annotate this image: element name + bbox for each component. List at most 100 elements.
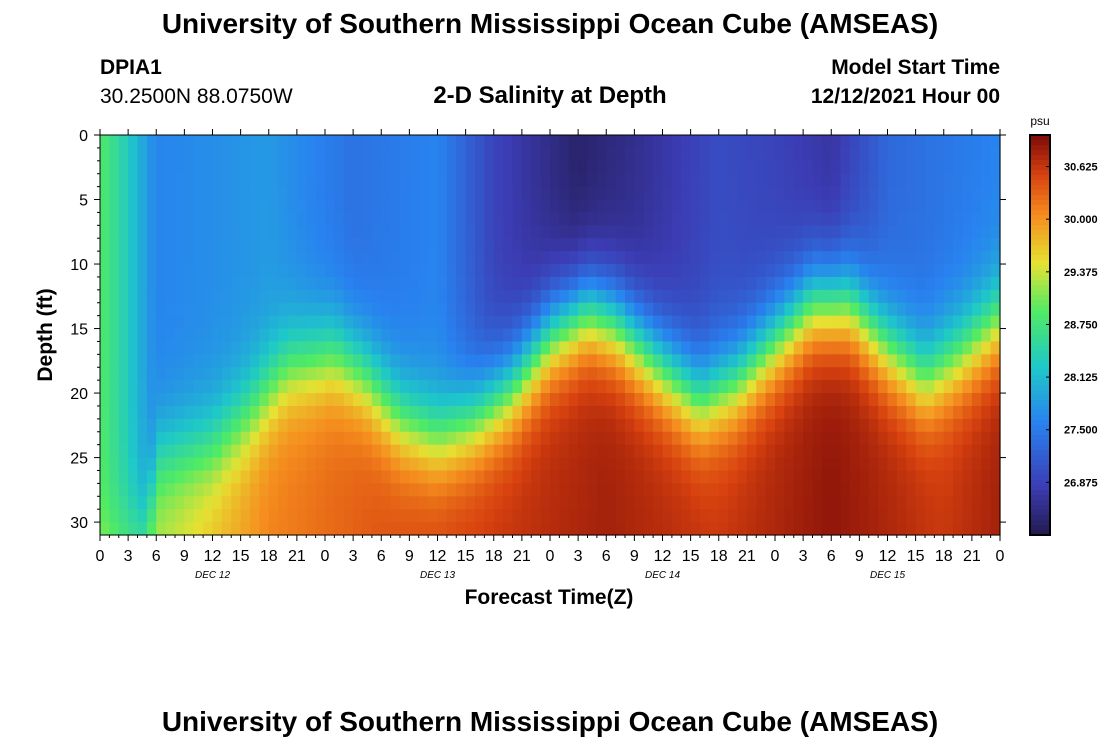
heatmap-cell [934, 341, 945, 355]
heatmap-cell [315, 173, 326, 188]
heatmap-cell [212, 212, 223, 226]
heatmap-cell [568, 199, 579, 214]
heatmap-cell [400, 380, 410, 394]
heatmap-cell [343, 393, 354, 407]
colorbar-segment [1030, 195, 1050, 201]
heatmap-cell [428, 199, 439, 214]
heatmap-cell [728, 160, 739, 175]
heatmap-cell [700, 302, 710, 317]
heatmap-cell [100, 212, 110, 226]
heatmap-cell [850, 264, 860, 278]
heatmap-cell [100, 431, 110, 446]
heatmap-cell [596, 354, 607, 368]
heatmap-cell [409, 199, 420, 214]
heatmap-cell [803, 199, 814, 214]
heatmap-cell [175, 264, 185, 278]
heatmap-cell [540, 418, 551, 433]
heatmap-cell [925, 289, 935, 304]
heatmap-cell [203, 173, 214, 188]
heatmap-cell [503, 483, 514, 497]
heatmap-cell [156, 418, 167, 433]
heatmap-cell [653, 199, 664, 214]
heatmap-cell [334, 496, 345, 510]
heatmap-cell [175, 354, 185, 368]
heatmap-cell [109, 496, 120, 510]
heatmap-cell [184, 418, 195, 433]
heatmap-cell [381, 522, 392, 536]
heatmap-cell [812, 238, 823, 252]
colorbar-segment [1030, 375, 1050, 381]
colorbar-segment [1030, 495, 1050, 501]
heatmap-cell [409, 135, 420, 149]
heatmap-cell [915, 315, 926, 330]
heatmap-cell [334, 289, 345, 304]
heatmap-cell [118, 457, 129, 472]
heatmap-cell [343, 160, 354, 175]
heatmap-cell [287, 431, 298, 446]
heatmap-cell [550, 418, 560, 433]
heatmap-cell [643, 509, 654, 523]
heatmap-cell [906, 405, 917, 420]
heatmap-cell [821, 238, 832, 252]
heatmap-cell [578, 380, 589, 394]
heatmap-cell [709, 483, 720, 497]
heatmap-cell [287, 238, 298, 252]
heatmap-cell [465, 496, 476, 510]
heatmap-cell [943, 509, 954, 523]
heatmap-cell [250, 405, 260, 420]
heatmap-cell [268, 328, 279, 343]
heatmap-cell [400, 354, 410, 368]
heatmap-cell [793, 264, 804, 278]
heatmap-cell [568, 212, 579, 226]
heatmap-cell [128, 276, 139, 291]
heatmap-cell [400, 341, 410, 355]
heatmap-cell [596, 251, 607, 265]
heatmap-cell [625, 251, 635, 265]
heatmap-cell [634, 483, 645, 497]
heatmap-cell [231, 264, 242, 278]
heatmap-cell [259, 289, 270, 304]
heatmap-cell [128, 173, 139, 188]
heatmap-cell [446, 289, 457, 304]
heatmap-cell [934, 160, 945, 175]
x-tick-label: 18 [260, 548, 278, 565]
heatmap-cell [465, 457, 476, 472]
heatmap-cell [184, 199, 195, 214]
heatmap-cell [625, 367, 635, 381]
heatmap-cell [681, 199, 692, 214]
heatmap-cell [775, 431, 785, 446]
heatmap-cell [850, 431, 860, 446]
heatmap-cell [981, 225, 992, 239]
heatmap-cell [446, 173, 457, 188]
heatmap-cell [325, 418, 335, 433]
heatmap-cell [184, 509, 195, 523]
heatmap-cell [109, 405, 120, 420]
heatmap-cell [709, 341, 720, 355]
heatmap-cell [475, 238, 485, 252]
heatmap-cell [775, 457, 785, 472]
heatmap-cell [146, 393, 157, 407]
heatmap-cell [475, 251, 485, 265]
heatmap-cell [259, 522, 270, 536]
heatmap-cell [343, 431, 354, 446]
heatmap-cell [934, 470, 945, 484]
heatmap-cell [390, 457, 401, 472]
heatmap-cell [606, 405, 617, 420]
heatmap-cell [765, 483, 776, 497]
heatmap-cell [559, 199, 570, 214]
heatmap-cell [100, 186, 110, 201]
heatmap-cell [728, 328, 739, 343]
heatmap-cell [146, 457, 157, 472]
heatmap-cell [934, 431, 945, 446]
heatmap-cell [381, 341, 392, 355]
heatmap-cell [259, 173, 270, 188]
heatmap-cell [493, 276, 504, 291]
heatmap-cell [803, 135, 814, 149]
heatmap-cell [437, 186, 448, 201]
heatmap-cell [709, 367, 720, 381]
heatmap-cell [353, 173, 364, 188]
heatmap-cell [596, 225, 607, 239]
heatmap-cell [221, 276, 232, 291]
heatmap-cell [400, 418, 410, 433]
heatmap-cell [746, 135, 757, 149]
